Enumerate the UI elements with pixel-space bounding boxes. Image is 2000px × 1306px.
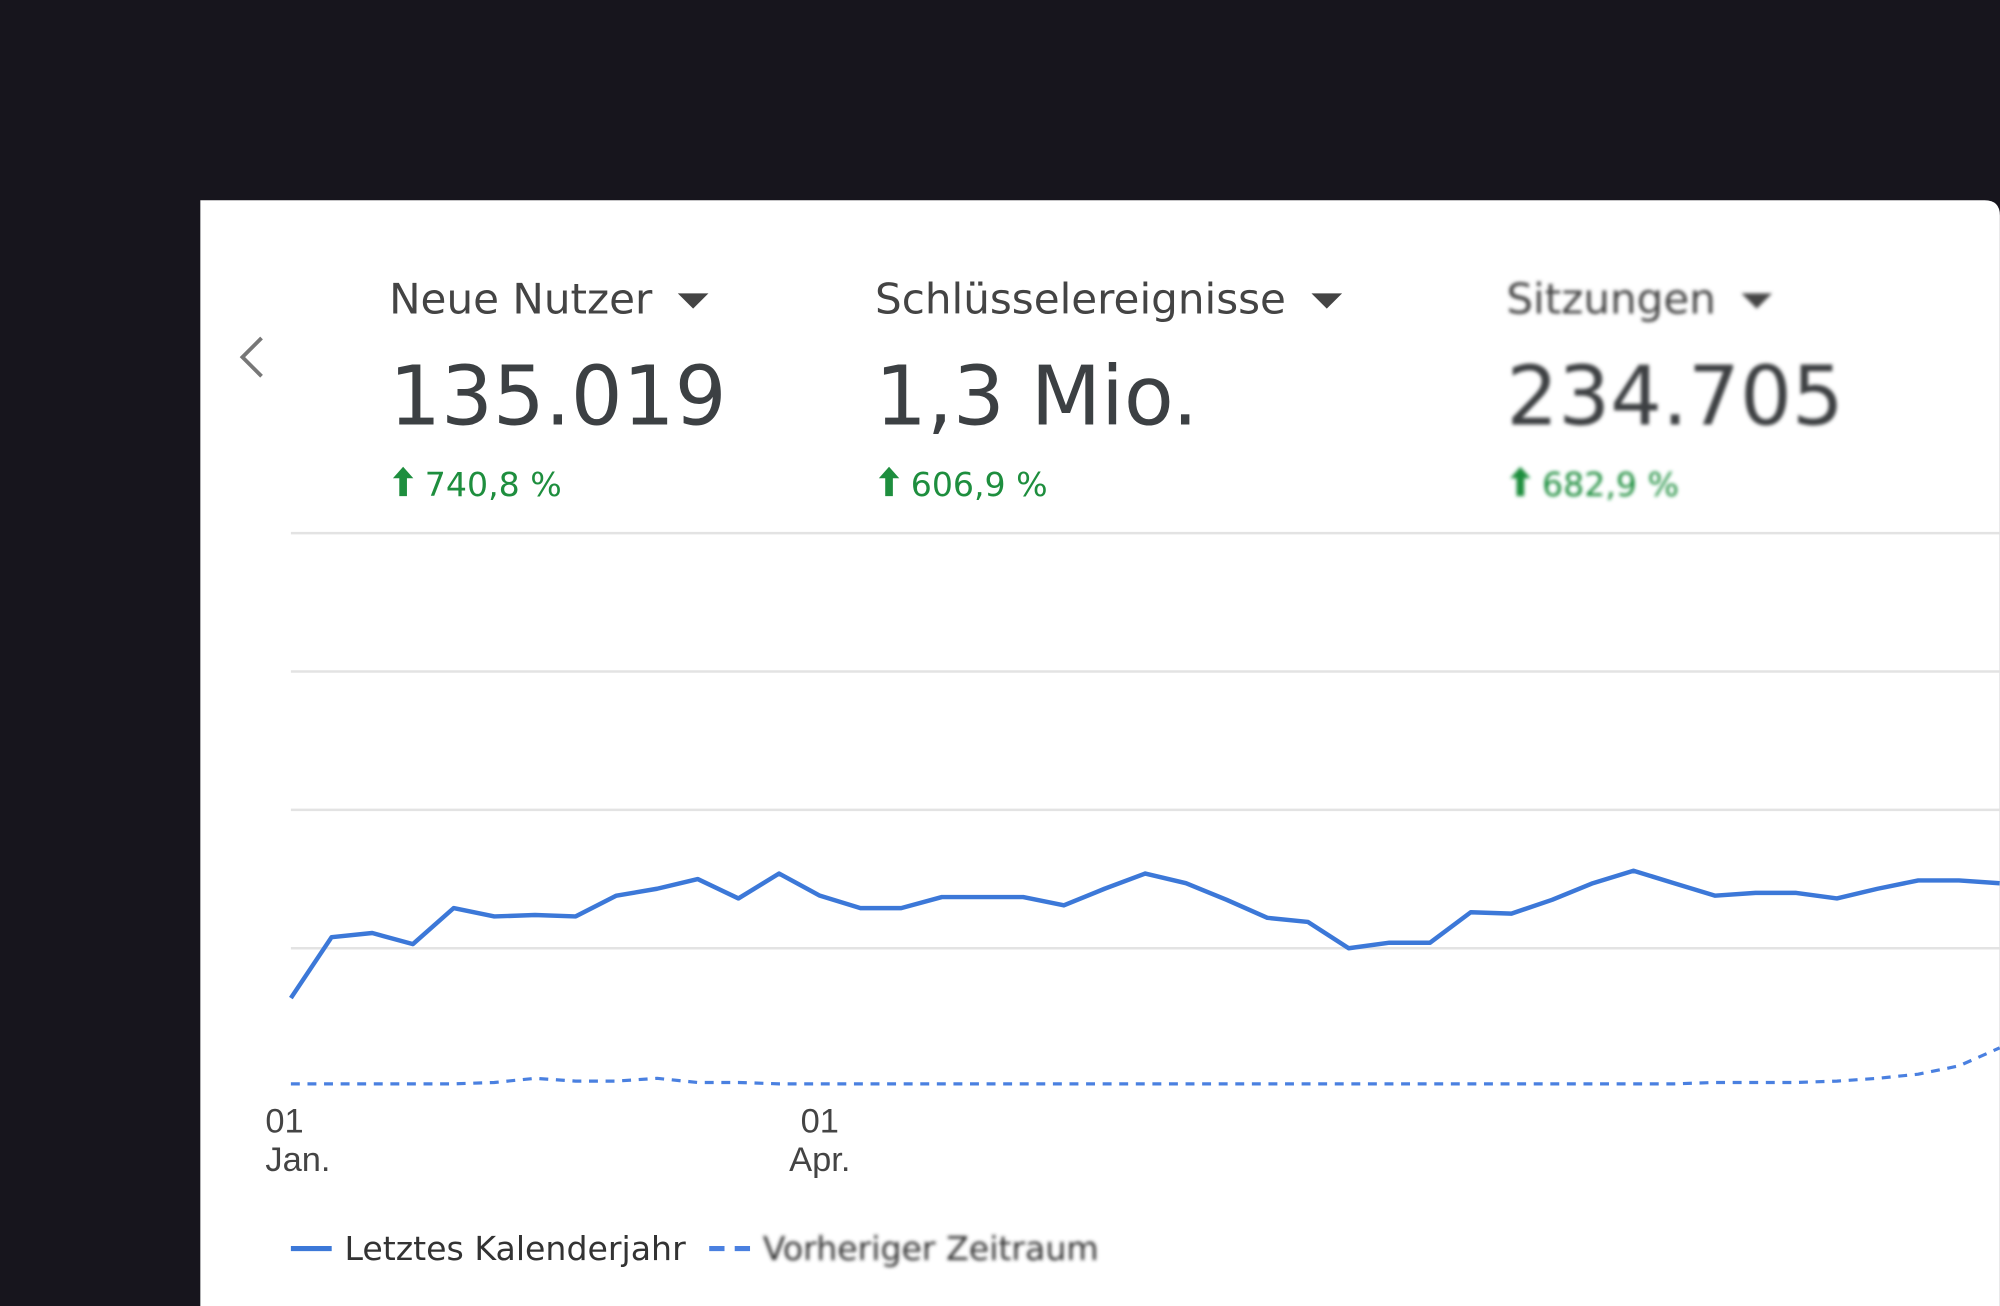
- metric-value: 1,3 Mio.: [875, 350, 1198, 445]
- dropdown-icon: [1311, 293, 1343, 309]
- dropdown-icon: [1741, 293, 1773, 309]
- x-tick-label: 01 Apr.: [789, 1101, 851, 1179]
- series-line: [290, 1046, 2000, 1086]
- metric-card[interactable]: Schlüsselereignisse 1,3 Mio. 606,9 %: [875, 275, 1343, 504]
- metric-value: 234.705: [1506, 350, 1843, 445]
- metric-change: 606,9 %: [911, 465, 1048, 504]
- metric-label: Neue Nutzer: [389, 275, 653, 324]
- metric-change: 682,9 %: [1542, 465, 1679, 504]
- metric-card[interactable]: Neue Nutzer 135.019 740,8 %: [389, 275, 726, 504]
- metric-change: 740,8 %: [425, 465, 562, 504]
- metric-card[interactable]: Sitzungen 234.705 682,9 %: [1506, 275, 1843, 504]
- up-arrow: [878, 466, 900, 497]
- up-arrow: [1510, 466, 1531, 497]
- x-tick-label: 01 Jan.: [265, 1101, 331, 1179]
- series-group: [290, 1046, 2000, 1086]
- legend-label: Letztes Kalenderjahr: [344, 1229, 686, 1268]
- x-tick-label: 01 Apr.: [789, 1101, 851, 1179]
- metric-label: Schlüsselereignisse: [875, 275, 1286, 324]
- up-arrow: [392, 466, 414, 497]
- series-line: [289, 868, 2000, 1000]
- legend-label: Vorheriger Zeitraum: [763, 1229, 1099, 1268]
- series-group: [289, 868, 2000, 1000]
- dropdown-icon: [677, 293, 709, 309]
- x-tick-label: 01 Jan.: [265, 1101, 331, 1179]
- metric-value: 135.019: [389, 350, 726, 445]
- metric-label: Sitzungen: [1506, 275, 1716, 324]
- card: [200, 200, 2000, 1306]
- prev-arrow[interactable]: [239, 336, 263, 378]
